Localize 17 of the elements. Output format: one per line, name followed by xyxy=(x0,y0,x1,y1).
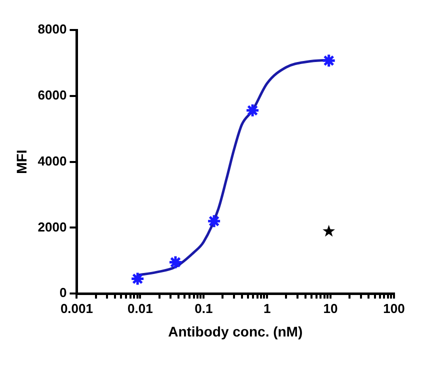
y-tick-label: 0 xyxy=(59,285,67,300)
point xyxy=(168,255,183,270)
point xyxy=(130,272,145,286)
y-tick-label: 6000 xyxy=(38,87,67,102)
x-tick-label: 0.01 xyxy=(128,300,153,316)
point xyxy=(245,103,260,118)
x-tick-label: 1 xyxy=(263,300,271,316)
point xyxy=(206,214,222,228)
y-tick-label: 2000 xyxy=(38,219,67,234)
y-axis-title: MFI xyxy=(13,150,30,174)
x-tick-label: 0.1 xyxy=(194,300,213,316)
x-tick-label: 0.001 xyxy=(60,300,93,316)
y-tick-label: 8000 xyxy=(38,22,67,37)
x-tick-label: 10 xyxy=(323,300,338,316)
x-axis-title: Antibody conc. (nM) xyxy=(168,323,303,340)
x-tick-label: 100 xyxy=(383,300,405,316)
y-tick-label: 4000 xyxy=(38,153,67,168)
